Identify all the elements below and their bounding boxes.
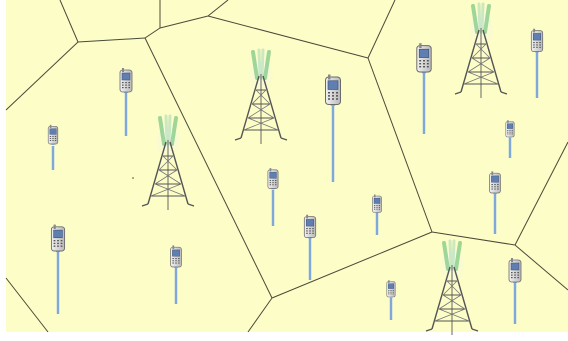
mobile-phone — [267, 167, 279, 226]
mobile-phone-icon — [324, 73, 342, 107]
boundary-edge — [514, 244, 568, 291]
mobile-phone-icon — [416, 42, 432, 74]
mobile-phone-icon — [386, 279, 396, 299]
mobile-phone — [324, 73, 342, 182]
mobile-phone — [508, 257, 522, 324]
mobile-phone — [50, 224, 66, 314]
mobile-phone — [170, 244, 182, 304]
boundary-edge — [514, 141, 568, 246]
boundary-edge — [367, 0, 396, 59]
boundary-edge — [207, 0, 229, 17]
mobile-phone — [416, 42, 432, 134]
mobile-phone-icon — [530, 28, 544, 53]
boundary-edge — [5, 41, 79, 111]
voronoi-boundaries — [5, 0, 568, 333]
mobile-phone — [372, 194, 382, 235]
mobile-phone — [489, 170, 501, 234]
mobile-phone — [386, 279, 396, 320]
boundary-edge — [5, 277, 49, 333]
stray-dot — [132, 177, 134, 179]
mobile-phone — [119, 67, 133, 136]
mobile-phone-icon — [47, 124, 59, 146]
mobile-phone — [47, 124, 59, 170]
mobile-phone — [530, 28, 544, 98]
boundary-edge — [271, 231, 433, 299]
boundary-edge — [247, 297, 273, 333]
mobile-phone-icon — [119, 67, 133, 94]
phone-layer — [47, 28, 544, 324]
boundary-edge — [207, 15, 369, 59]
boundary-edge — [77, 37, 146, 43]
mobile-phone-icon — [372, 194, 382, 214]
boundary-edge — [159, 15, 209, 29]
mobile-phone-icon — [505, 119, 515, 139]
mobile-phone-icon — [508, 257, 522, 284]
mobile-phone-icon — [170, 244, 182, 269]
mobile-phone — [505, 119, 515, 158]
mobile-phone — [303, 214, 317, 280]
mobile-phone-icon — [303, 214, 317, 239]
mobile-phone-icon — [489, 170, 501, 195]
boundary-edge — [367, 57, 433, 233]
mobile-phone-icon — [267, 167, 279, 190]
mobile-phone-icon — [50, 224, 66, 253]
boundary-edge — [431, 231, 516, 246]
boundary-edge — [144, 37, 273, 299]
boundary-edge — [144, 27, 161, 39]
boundary-edge — [59, 0, 79, 43]
